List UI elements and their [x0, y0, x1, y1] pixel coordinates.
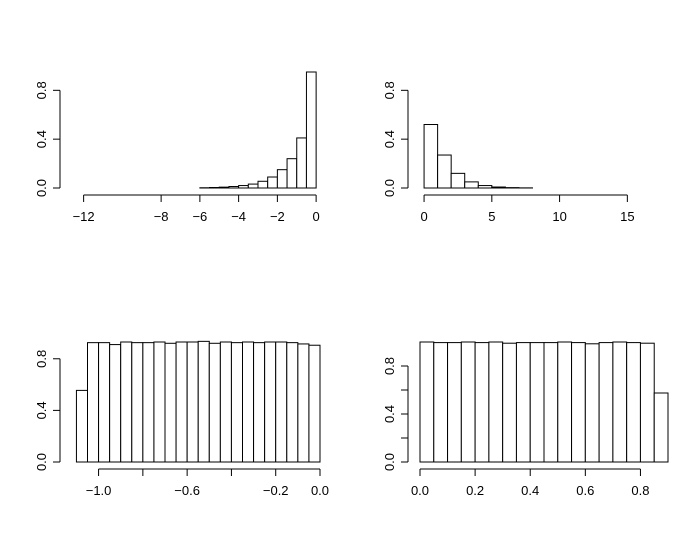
panel-top-right: 0 5 10 15 0.0 0.4 0.8: [382, 81, 635, 224]
x-tick-label: 0.2: [466, 483, 484, 498]
histogram-bar: [297, 343, 310, 463]
histogram-bar: [247, 183, 259, 189]
x-tick-label: 0.6: [576, 483, 594, 498]
histogram-bar: [626, 342, 641, 463]
histogram-bar: [186, 341, 199, 463]
histogram-bar: [276, 169, 288, 189]
histogram-bar: [543, 342, 559, 463]
x-tick-label: 0.8: [631, 483, 649, 498]
panel-bottom-right: 0.0 0.2 0.4 0.6 0.8 0.0 0.4 0.8: [382, 341, 669, 498]
histogram-bar: [433, 342, 449, 463]
histogram-bar: [142, 342, 155, 463]
histogram-bar: [286, 342, 299, 463]
histogram-bar: [87, 342, 100, 463]
y-tick-label: 0.0: [382, 179, 397, 197]
histogram-bar: [474, 342, 490, 463]
x-tick-label: 0.0: [311, 483, 329, 498]
x-tick-label: −6: [192, 209, 207, 224]
histogram-bar: [275, 341, 288, 463]
histogram-bar: [153, 341, 166, 463]
x-tick-label: 0: [313, 209, 320, 224]
histogram-bar: [308, 344, 321, 463]
y-tick-label: 0.8: [34, 81, 49, 99]
y-tick-label: 0.0: [34, 179, 49, 197]
x-tick-label: 0.4: [521, 483, 539, 498]
histogram-bar: [653, 392, 669, 463]
x-tick-label: 10: [552, 209, 566, 224]
histogram-bar: [502, 342, 517, 463]
x-tick-label: −8: [154, 209, 169, 224]
y-tick-label: 0.4: [382, 130, 397, 148]
y-tick-label: 0.0: [382, 453, 397, 471]
panel-bottom-left: −1.0 −0.6 −0.2 0.0 0.0 0.4 0.8: [34, 340, 329, 498]
y-tick-label: 0.8: [382, 357, 397, 375]
histogram-bar: [253, 342, 266, 463]
histogram-bar: [109, 344, 122, 463]
x-tick-label: −12: [73, 209, 95, 224]
x-tick-label: 0: [420, 209, 427, 224]
histogram-bar: [515, 342, 531, 463]
histogram-bar: [584, 343, 600, 463]
y-tick-label: 0.4: [34, 130, 49, 148]
histogram-bar: [228, 186, 240, 189]
histogram-bar: [423, 124, 439, 189]
x-tick-label: 0.0: [411, 483, 429, 498]
histogram-bar: [419, 341, 435, 463]
histogram-bar: [267, 176, 278, 189]
histogram-bar: [305, 71, 317, 189]
x-tick-label: −2: [270, 209, 285, 224]
histogram-bar: [164, 342, 177, 463]
histogram-bar: [477, 185, 493, 189]
histogram-bar: [464, 181, 479, 189]
histogram-bar: [208, 342, 221, 463]
histogram-bar: [639, 342, 655, 463]
y-tick-label: 0.0: [34, 453, 49, 471]
histogram-bar: [120, 341, 133, 463]
histogram-bar: [598, 342, 614, 463]
histogram-bar: [98, 342, 111, 463]
histogram-bar: [264, 341, 277, 463]
y-tick-label: 0.8: [382, 81, 397, 99]
x-tick-label: −0.6: [174, 483, 200, 498]
x-tick-label: −0.2: [263, 483, 289, 498]
histogram-bar: [296, 137, 307, 189]
histogram-bar: [450, 172, 466, 189]
histogram-bar: [131, 342, 144, 463]
y-tick-label: 0.8: [34, 350, 49, 368]
x-tick-label: 5: [488, 209, 495, 224]
histogram-bar: [218, 186, 230, 189]
histogram-bar: [488, 341, 504, 463]
histogram-bar: [230, 342, 243, 463]
histogram-bar: [197, 340, 210, 463]
histogram-bar: [491, 186, 506, 189]
histogram-bar: [447, 342, 462, 463]
y-tick-label: 0.4: [382, 405, 397, 423]
y-tick-label: 0.4: [34, 401, 49, 419]
histogram-bar: [437, 154, 452, 189]
x-tick-label: −4: [231, 209, 246, 224]
x-tick-label: 15: [620, 209, 634, 224]
histogram-bar: [460, 341, 476, 463]
histogram-bar: [175, 341, 188, 463]
histogram-bar: [571, 342, 586, 463]
histogram-bar: [557, 341, 573, 463]
histogram-bar: [219, 341, 232, 463]
histogram-bar: [612, 341, 628, 463]
histogram-bar: [529, 342, 545, 463]
histogram-bar: [238, 185, 249, 189]
histogram-bar: [257, 180, 269, 189]
x-tick-label: −1.0: [86, 483, 112, 498]
histogram-bar: [242, 341, 255, 463]
histogram-bar: [286, 158, 298, 189]
panel-top-left: −12 −8 −6 −4 −2 0 0.0 0.4 0.8: [34, 71, 320, 224]
histogram-bar: [75, 389, 88, 463]
